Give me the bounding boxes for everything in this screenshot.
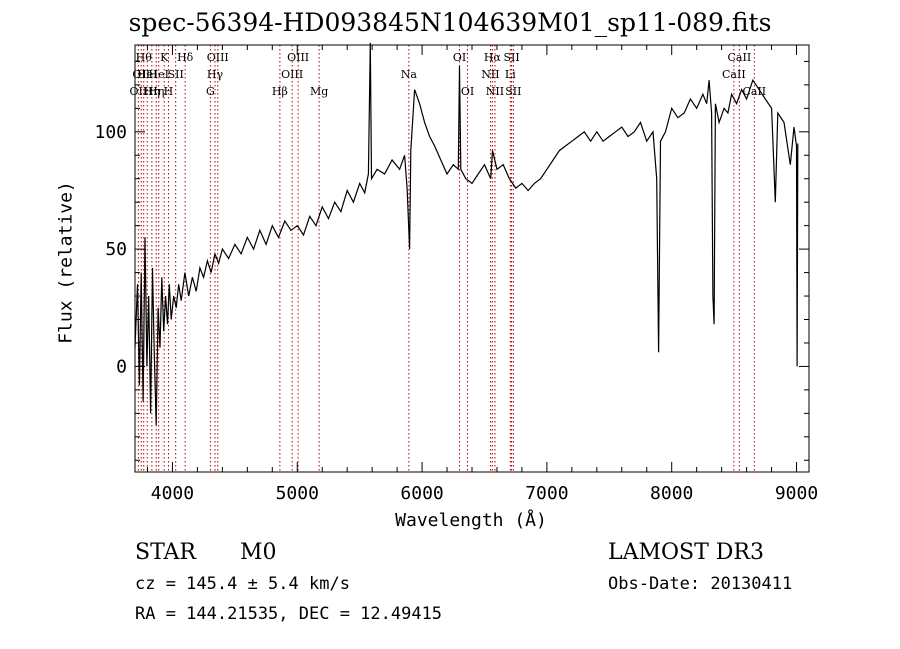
x-axis-label: Wavelength (Å) (395, 510, 547, 531)
survey-name: LAMOST DR3 (608, 540, 764, 565)
line-marker-label: Li (505, 68, 516, 81)
x-tick-label: 5000 (276, 483, 319, 504)
axes-layer: 4000 5000 6000 7000 8000 9000 0 50 100 (94, 44, 818, 504)
ra-dec-coordinates: RA = 144.21535, DEC = 12.49415 (135, 604, 443, 624)
line-marker-label: Hθ (136, 51, 153, 64)
spectrum-line (134, 42, 799, 426)
line-marker-label: SII (168, 68, 184, 81)
line-marker-label: CaII (728, 51, 752, 64)
plot-frame (134, 44, 810, 473)
line-marker-label: Hβ (272, 85, 288, 98)
line-marker-label: OII (130, 85, 148, 98)
line-marker-label: NII (486, 85, 504, 98)
y-axis-label: Flux (relative) (55, 181, 77, 344)
line-marker-label: SII (505, 85, 521, 98)
line-marker-label: Mg (310, 85, 328, 98)
line-marker-label: CaII (742, 85, 766, 98)
object-class: STAR (135, 540, 196, 565)
x-tick-label: 9000 (775, 483, 818, 504)
redshift-velocity: cz = 145.4 ± 5.4 km/s (135, 574, 350, 594)
line-marker-label: SII (503, 51, 519, 64)
line-marker-label: HeI (148, 68, 168, 81)
spectrum-layer (134, 42, 799, 426)
y-tick-label: 0 (116, 356, 127, 377)
x-tick-label: 7000 (525, 483, 568, 504)
line-marker-label: H (164, 85, 174, 98)
line-marker-label: Hα (484, 51, 502, 64)
line-marker-label: OII (132, 68, 150, 81)
line-marker-label: OI (453, 51, 466, 64)
line-marker-label: Na (401, 68, 418, 81)
x-tick-label: 8000 (650, 483, 693, 504)
line-marker-label: OIII (207, 51, 229, 64)
line-marker-label: Hη (148, 85, 164, 98)
line-marker-label: HeI (137, 68, 157, 81)
line-marker-label: G (206, 85, 215, 98)
y-tick-label: 50 (105, 239, 127, 260)
marker-label-layer: OIIOIIHθHeIHηHηHeIKHSIIHδGHγOIIIHβOIIIOI… (130, 51, 767, 98)
object-subclass: M0 (240, 540, 277, 565)
line-marker-label: CaII (722, 68, 746, 81)
line-marker-label: K (160, 51, 169, 64)
x-tick-label: 4000 (151, 483, 194, 504)
line-marker-label: Hδ (177, 51, 194, 64)
line-marker-label: NII (481, 68, 499, 81)
line-marker-label: OI (461, 85, 474, 98)
chart-title: spec-56394-HD093845N104639M01_sp11-089.f… (128, 8, 772, 37)
y-tick-label: 100 (94, 122, 127, 143)
observation-date: Obs-Date: 20130411 (608, 574, 793, 594)
line-marker-layer (137, 45, 755, 472)
line-marker-label: OIII (287, 51, 309, 64)
line-marker-label: OIII (281, 68, 303, 81)
line-marker-label: Hγ (207, 68, 224, 81)
line-marker-label: Hη (144, 85, 160, 98)
x-tick-label: 6000 (400, 483, 443, 504)
